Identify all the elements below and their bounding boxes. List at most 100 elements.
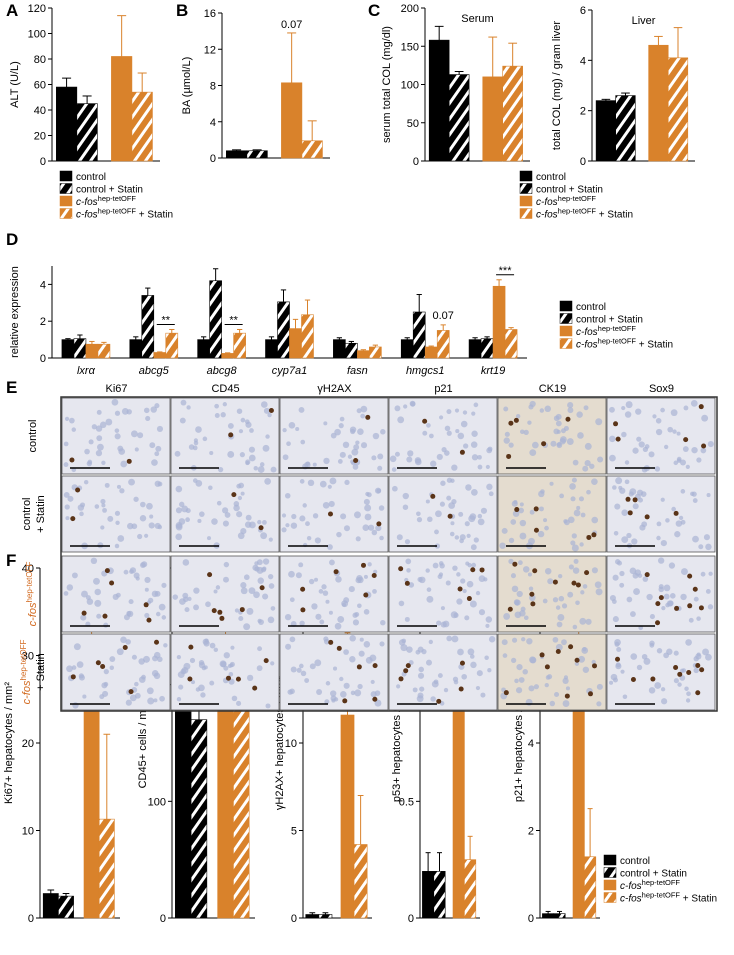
legend-swatch <box>519 208 533 219</box>
y-tick-label: 60 <box>34 80 46 92</box>
bar <box>412 311 426 359</box>
bar <box>197 339 210 359</box>
error-bar <box>484 336 490 339</box>
y-tick-label: 0.5 <box>399 796 414 808</box>
error-bar <box>372 344 378 347</box>
error-bar <box>201 336 207 340</box>
row-label: c-foshep-tetOFF <box>19 640 33 705</box>
bar <box>572 694 585 919</box>
bar <box>85 343 99 359</box>
error-bar <box>428 345 434 347</box>
panel-label: A <box>6 1 18 20</box>
y-tick-label: 150 <box>401 41 419 53</box>
legend-swatch <box>603 879 617 891</box>
error-bar <box>89 340 95 345</box>
micrograph <box>388 475 498 553</box>
bar <box>436 330 450 359</box>
y-axis-label: total COL (mg) / gram liver <box>551 21 563 151</box>
legend-swatch <box>559 313 573 324</box>
legend-suffix: + Statin <box>596 210 633 221</box>
y-axis-label: BA (µmol/L) <box>181 57 193 115</box>
bar <box>424 346 438 359</box>
bar <box>221 353 234 359</box>
micrograph <box>606 475 716 553</box>
bar <box>61 339 75 359</box>
error-bar <box>47 889 55 894</box>
annotation: ** <box>229 314 238 326</box>
bar <box>56 86 78 162</box>
error-bar <box>169 328 175 334</box>
legend-sup: hep-tetOFF <box>558 207 597 216</box>
y-tick-label: 0 <box>413 156 419 168</box>
micrograph <box>279 397 389 475</box>
y-tick-label: 0 <box>40 156 46 168</box>
error-bar <box>62 77 72 88</box>
bar <box>153 352 167 359</box>
y-tick-label: 20 <box>34 131 46 143</box>
error-bar <box>654 35 663 46</box>
panel-label: B <box>176 1 188 20</box>
column-header: p21 <box>434 383 452 395</box>
annotation: 0.07 <box>281 19 302 31</box>
legend-swatch <box>59 195 73 207</box>
error-bar <box>472 337 478 340</box>
legend-name: control <box>536 172 566 183</box>
error-bar <box>545 910 551 914</box>
bar <box>226 150 248 159</box>
y-tick-label: 0 <box>40 353 46 365</box>
y-tick-label: 4 <box>528 738 534 750</box>
column-header: Ki67 <box>105 383 127 395</box>
legend-name: c-fos <box>76 197 98 208</box>
error-bar <box>137 72 147 93</box>
bar <box>165 332 179 359</box>
bar <box>542 913 555 919</box>
legend-name: c-fos <box>536 197 558 208</box>
bar <box>667 57 689 162</box>
y-axis-label: relative expression <box>9 266 21 358</box>
bar <box>433 871 446 919</box>
bar <box>42 893 59 919</box>
y-tick-label: 8 <box>210 81 216 93</box>
bar <box>318 914 333 919</box>
error-bar <box>336 337 342 340</box>
error-bar <box>436 852 443 872</box>
micrograph <box>279 555 389 633</box>
y-tick-label: 0 <box>408 913 414 925</box>
row-label-name: control <box>27 419 39 452</box>
error-bar <box>225 352 231 354</box>
x-tick-label: krt19 <box>481 365 505 377</box>
legend-name: c-fos <box>576 327 598 338</box>
bar <box>615 95 636 162</box>
row-label-name: c-fos <box>27 602 39 626</box>
bar <box>340 714 355 919</box>
y-tick-label: 2 <box>580 106 586 118</box>
error-bar <box>587 808 593 857</box>
micrograph <box>61 475 171 553</box>
legend-name: control + Statin <box>620 869 687 880</box>
legend-sup: hep-tetOFF <box>642 891 681 900</box>
error-bar <box>357 795 364 845</box>
bar <box>301 314 314 359</box>
error-bar <box>77 334 83 339</box>
micrograph <box>170 397 280 475</box>
bar <box>289 328 302 359</box>
y-axis-label: p21+ hepatocytes / mm² <box>513 684 525 803</box>
chart-title: Serum <box>461 13 493 25</box>
legend-suffix: + Statin <box>136 210 173 221</box>
legend-sup: hep-tetOFF <box>558 194 597 203</box>
legend-swatch <box>603 854 617 866</box>
row-label: control <box>21 497 33 530</box>
y-axis-label: ALT (U/L) <box>9 61 21 108</box>
micrograph <box>497 633 607 711</box>
micrograph <box>606 633 716 711</box>
y-tick-label: 0 <box>28 913 34 925</box>
y-tick-label: 10 <box>285 738 297 750</box>
y-tick-label: 40 <box>34 105 46 117</box>
error-bar <box>496 279 502 287</box>
legend-label: c-foshep-tetOFF + Statin <box>620 891 717 905</box>
y-tick-label: 100 <box>148 796 166 808</box>
bar <box>595 100 616 162</box>
y-tick-label: 12 <box>204 44 216 56</box>
panel-label: C <box>368 1 380 20</box>
legend-swatch <box>59 183 73 194</box>
